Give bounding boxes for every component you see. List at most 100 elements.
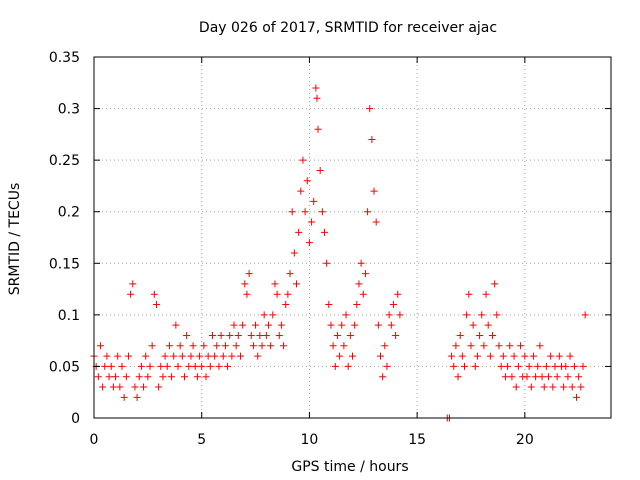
data-point — [368, 136, 376, 144]
data-point — [185, 362, 193, 370]
data-point — [254, 352, 262, 360]
data-point — [267, 342, 275, 350]
y-tick-label: 0.1 — [58, 308, 80, 324]
data-point — [476, 331, 484, 339]
data-point — [564, 373, 572, 381]
data-point — [575, 373, 583, 381]
data-point — [338, 321, 346, 329]
data-point — [290, 249, 298, 257]
data-point — [94, 373, 102, 381]
data-point — [129, 280, 137, 288]
data-point — [517, 342, 525, 350]
data-point — [473, 352, 481, 360]
data-point — [573, 393, 581, 401]
data-point — [163, 362, 171, 370]
data-point — [486, 352, 494, 360]
data-point — [133, 393, 141, 401]
data-point — [313, 94, 321, 102]
data-point — [325, 301, 333, 309]
data-point — [514, 362, 522, 370]
data-point — [493, 311, 501, 319]
data-point — [140, 383, 148, 391]
data-point — [351, 321, 359, 329]
data-point — [137, 362, 145, 370]
data-point — [172, 321, 180, 329]
y-tick-label: 0.15 — [49, 256, 80, 272]
data-point — [150, 290, 158, 298]
data-point — [461, 362, 469, 370]
data-point — [264, 321, 272, 329]
data-point — [146, 362, 154, 370]
data-point — [297, 187, 305, 195]
x-axis-ticks: 0 5 10 15 20 — [90, 57, 534, 448]
data-point — [101, 362, 109, 370]
data-point — [303, 177, 311, 185]
data-point — [320, 228, 328, 236]
data-point — [542, 362, 550, 370]
data-point — [359, 290, 367, 298]
data-point — [217, 331, 225, 339]
data-point — [142, 352, 150, 360]
data-point — [504, 362, 512, 370]
data-point — [299, 156, 307, 164]
data-point — [107, 362, 115, 370]
data-point — [262, 331, 270, 339]
data-point — [230, 321, 238, 329]
data-point — [187, 352, 195, 360]
data-point — [392, 331, 400, 339]
data-point — [144, 373, 152, 381]
data-point — [355, 280, 363, 288]
data-point — [258, 342, 266, 350]
data-point — [484, 321, 492, 329]
data-point — [168, 373, 176, 381]
x-tick-label: 5 — [197, 432, 206, 448]
x-tick-label: 20 — [516, 432, 534, 448]
data-point — [273, 290, 281, 298]
data-point — [381, 342, 389, 350]
data-point — [249, 342, 257, 350]
grid-lines — [94, 57, 611, 418]
data-point — [340, 342, 348, 350]
data-point — [327, 321, 335, 329]
y-tick-label: 0.25 — [49, 153, 80, 169]
data-point — [116, 383, 124, 391]
data-point — [288, 208, 296, 216]
data-point — [370, 187, 378, 195]
data-point — [224, 362, 232, 370]
data-point — [482, 290, 490, 298]
data-point — [379, 373, 387, 381]
data-point — [105, 373, 113, 381]
data-point — [506, 342, 514, 350]
data-point — [159, 373, 167, 381]
data-point — [292, 280, 300, 288]
data-point — [508, 373, 516, 381]
data-point — [96, 342, 104, 350]
data-point — [208, 331, 216, 339]
data-point — [243, 290, 251, 298]
data-point — [120, 393, 128, 401]
data-point — [465, 290, 473, 298]
data-point — [452, 342, 460, 350]
data-point — [148, 342, 156, 350]
data-point — [372, 218, 380, 226]
data-point — [540, 383, 548, 391]
data-point — [314, 125, 322, 133]
data-point — [174, 362, 182, 370]
data-points — [90, 84, 589, 422]
data-point — [239, 321, 247, 329]
data-point — [568, 383, 576, 391]
data-point — [114, 352, 122, 360]
data-point — [234, 331, 242, 339]
data-point — [318, 208, 326, 216]
data-point — [331, 362, 339, 370]
data-point — [450, 362, 458, 370]
data-point — [219, 352, 227, 360]
data-point — [523, 373, 531, 381]
plot-frame — [93, 56, 612, 419]
y-tick-label: 0.05 — [49, 359, 80, 375]
data-point — [122, 373, 130, 381]
data-point — [170, 352, 178, 360]
data-point — [510, 352, 518, 360]
data-point — [206, 362, 214, 370]
data-point — [295, 228, 303, 236]
